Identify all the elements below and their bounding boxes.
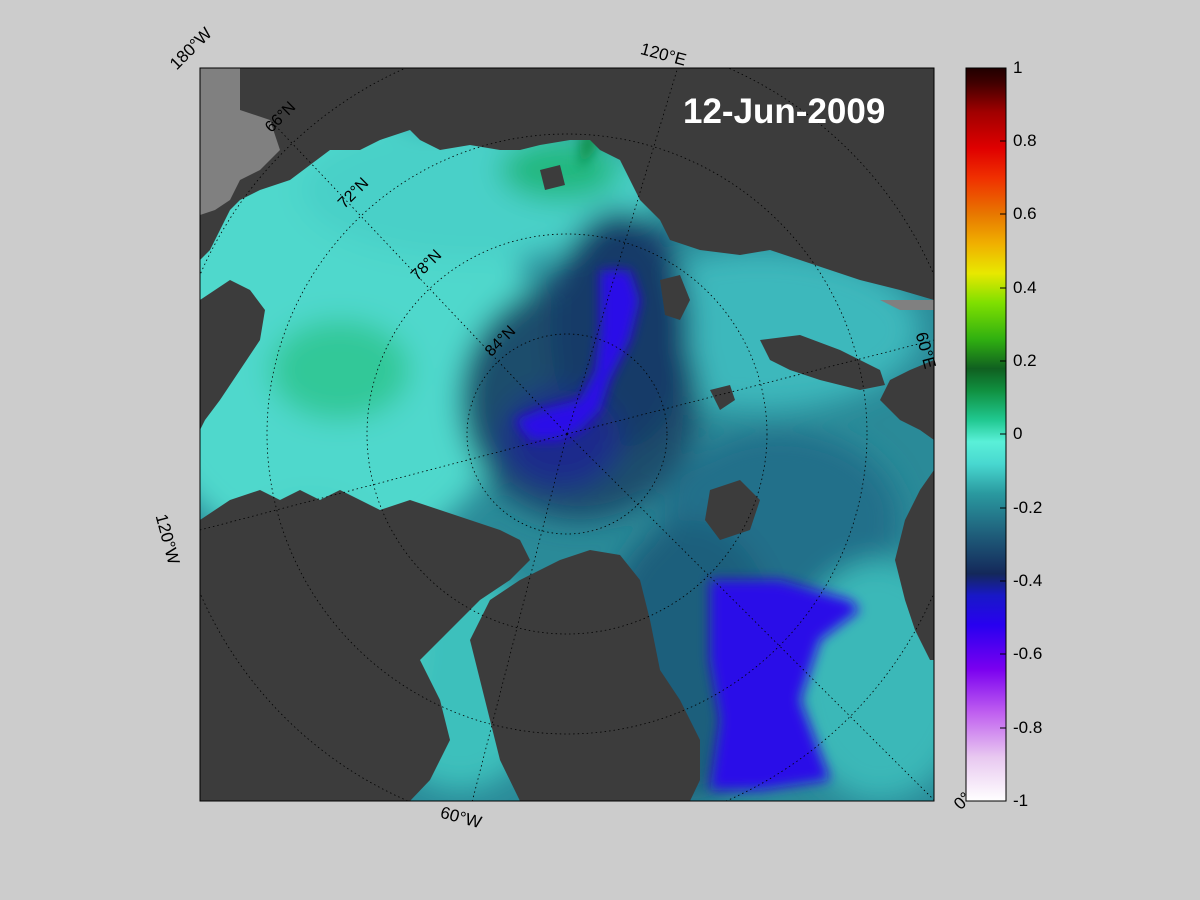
land <box>200 68 934 801</box>
colorbar-tick-label: -0.4 <box>1013 571 1043 590</box>
map-area <box>200 68 934 801</box>
colorbar-tick-label: -1 <box>1013 791 1029 810</box>
masked-land <box>200 68 934 310</box>
colorbar-tick-label: -0.2 <box>1013 498 1043 517</box>
colorbar-tick-label: 1 <box>1013 58 1023 77</box>
colorbar-tick-label: 0.4 <box>1013 278 1037 297</box>
date-label: 12-Jun-2009 <box>683 92 886 131</box>
map-frame <box>199 67 935 802</box>
colorbar-tick-label: 0 <box>1013 424 1023 443</box>
colorbar-tick-label: -0.6 <box>1013 644 1043 663</box>
colorbar-tick-label: 0.6 <box>1013 204 1037 223</box>
colorbar-tick-label: -0.8 <box>1013 718 1043 737</box>
colorbar-tick-label: 0.8 <box>1013 131 1037 150</box>
graticule <box>200 68 934 801</box>
colorbar-ticks <box>1000 140 1006 729</box>
colorbar-tick-label: 0.2 <box>1013 351 1037 370</box>
colorbar <box>966 68 1006 801</box>
